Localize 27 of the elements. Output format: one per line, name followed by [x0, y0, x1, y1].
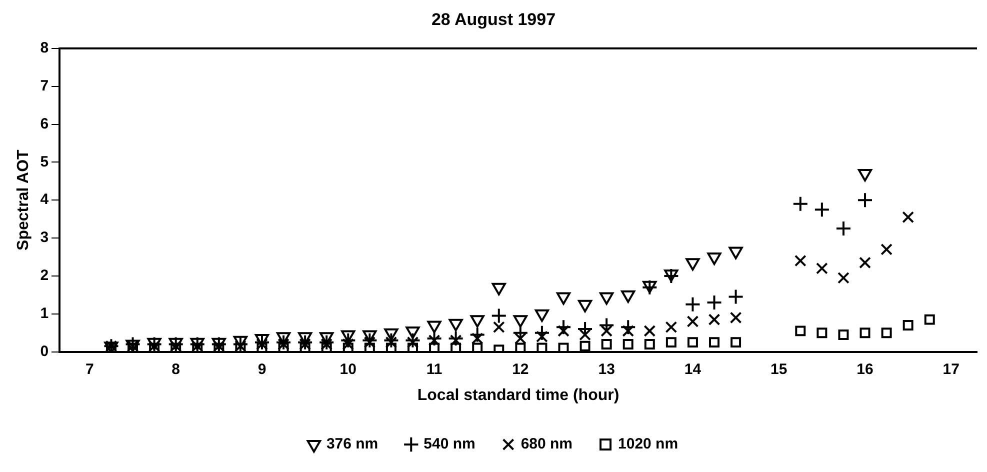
y-tick-label: 8: [40, 40, 49, 57]
x-tick-label: 10: [340, 360, 356, 378]
x-tick-label: 9: [258, 360, 266, 378]
y-tick-label: 7: [40, 77, 49, 94]
legend-label: 540 nm: [424, 436, 476, 453]
y-tick-label: 6: [40, 115, 49, 132]
x-tick-label: 8: [172, 360, 180, 378]
x-tick-label: 16: [856, 360, 874, 378]
legend-label: 1020 nm: [618, 436, 678, 453]
y-tick-label: 5: [40, 153, 49, 170]
x-tick-label: 15: [770, 360, 788, 378]
y-tick-label: 0: [40, 342, 49, 360]
y-tick-label: 1: [40, 305, 49, 322]
x-tick-label: 7: [86, 360, 94, 378]
y-axis-title: Spectral AOT: [15, 149, 32, 250]
x-tick-label: 17: [942, 360, 960, 378]
x-tick-label: 11: [426, 360, 442, 378]
chart-title: 28 August 1997: [431, 10, 556, 29]
x-axis-title: Local standard time (hour): [417, 386, 620, 404]
y-tick-label: 3: [40, 229, 49, 246]
y-tick-label: 2: [40, 267, 49, 284]
legend-label: 680 nm: [520, 436, 573, 453]
legend-label: 376 nm: [326, 436, 378, 453]
x-tick-label: 13: [598, 360, 615, 378]
y-tick-label: 4: [40, 191, 50, 208]
x-tick-label: 14: [684, 360, 702, 378]
x-tick-label: 12: [512, 360, 529, 378]
